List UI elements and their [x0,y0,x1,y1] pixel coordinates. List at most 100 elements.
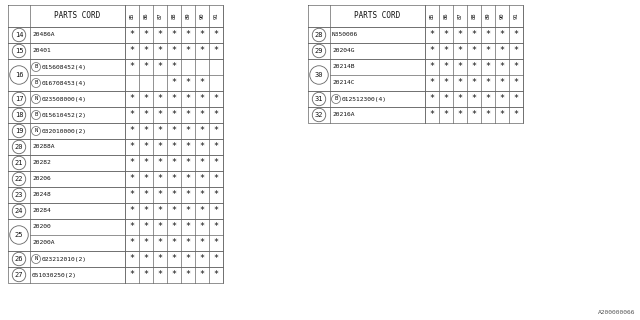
Text: *: * [499,110,504,119]
Text: *: * [172,222,177,231]
Text: 20282: 20282 [32,161,51,165]
Text: *: * [143,126,148,135]
Text: *: * [129,46,134,55]
Text: *: * [172,46,177,55]
Text: *: * [157,206,163,215]
Text: *: * [129,62,134,71]
Text: 20214B: 20214B [332,65,355,69]
Text: B: B [35,65,38,69]
Text: *: * [143,206,148,215]
Text: *: * [172,270,177,279]
Text: 20284: 20284 [32,209,51,213]
Text: *: * [172,238,177,247]
Text: *: * [200,206,205,215]
Text: *: * [444,110,449,119]
Text: *: * [143,110,148,119]
Text: *: * [129,30,134,39]
Text: *: * [129,142,134,151]
Text: 31: 31 [315,96,323,102]
Text: 88: 88 [172,13,177,19]
Text: *: * [172,158,177,167]
Text: 016708453(4): 016708453(4) [42,81,87,85]
Text: *: * [143,254,148,263]
Text: *: * [214,270,218,279]
Text: *: * [157,238,163,247]
Text: 14: 14 [15,32,23,38]
Text: 21: 21 [15,160,23,166]
Text: *: * [186,158,191,167]
Text: *: * [200,238,205,247]
Text: *: * [143,190,148,199]
Text: *: * [157,254,163,263]
Text: *: * [172,30,177,39]
Text: 25: 25 [15,232,23,238]
Text: *: * [458,94,463,103]
Text: 015608452(4): 015608452(4) [42,65,87,69]
Text: *: * [499,62,504,71]
Text: *: * [200,94,205,103]
Text: N: N [35,257,38,261]
Text: *: * [444,30,449,39]
Text: 32: 32 [315,112,323,118]
Text: *: * [214,94,218,103]
Text: *: * [172,206,177,215]
Text: 20214C: 20214C [332,81,355,85]
Text: *: * [472,46,477,55]
Text: *: * [129,222,134,231]
Text: *: * [458,30,463,39]
Text: 87: 87 [157,13,163,19]
Text: *: * [214,126,218,135]
Text: *: * [472,94,477,103]
Text: *: * [486,46,490,55]
Text: 023508000(4): 023508000(4) [42,97,87,101]
Text: *: * [458,78,463,87]
Text: *: * [129,158,134,167]
Text: *: * [172,142,177,151]
Text: *: * [129,238,134,247]
Text: *: * [143,46,148,55]
Text: 16: 16 [15,72,23,78]
Text: *: * [444,62,449,71]
Text: 22: 22 [15,176,23,182]
Text: *: * [214,158,218,167]
Text: 032010000(2): 032010000(2) [42,129,87,133]
Text: *: * [513,94,518,103]
Text: *: * [186,238,191,247]
Text: *: * [200,46,205,55]
Text: *: * [429,78,435,87]
Text: 29: 29 [315,48,323,54]
Text: *: * [129,190,134,199]
Text: *: * [486,110,490,119]
Text: *: * [499,78,504,87]
Text: *: * [157,142,163,151]
Text: *: * [214,110,218,119]
Text: *: * [143,142,148,151]
Text: *: * [200,110,205,119]
Text: *: * [214,222,218,231]
Text: *: * [143,222,148,231]
Text: 91: 91 [214,13,218,19]
Text: 20206: 20206 [32,177,51,181]
Text: *: * [214,238,218,247]
Text: *: * [157,30,163,39]
Text: 87: 87 [458,13,463,19]
Text: 28: 28 [315,32,323,38]
Text: *: * [200,78,205,87]
Text: *: * [186,206,191,215]
Text: *: * [513,78,518,87]
Text: *: * [143,158,148,167]
Text: *: * [172,110,177,119]
Text: *: * [513,46,518,55]
Text: *: * [129,174,134,183]
Text: B: B [35,113,38,117]
Text: *: * [486,78,490,87]
Text: 23: 23 [15,192,23,198]
Text: *: * [157,62,163,71]
Text: *: * [157,94,163,103]
Text: *: * [200,30,205,39]
Text: *: * [143,62,148,71]
Text: 91: 91 [513,13,518,19]
Text: *: * [200,254,205,263]
Text: *: * [172,254,177,263]
Text: 89: 89 [486,13,490,19]
